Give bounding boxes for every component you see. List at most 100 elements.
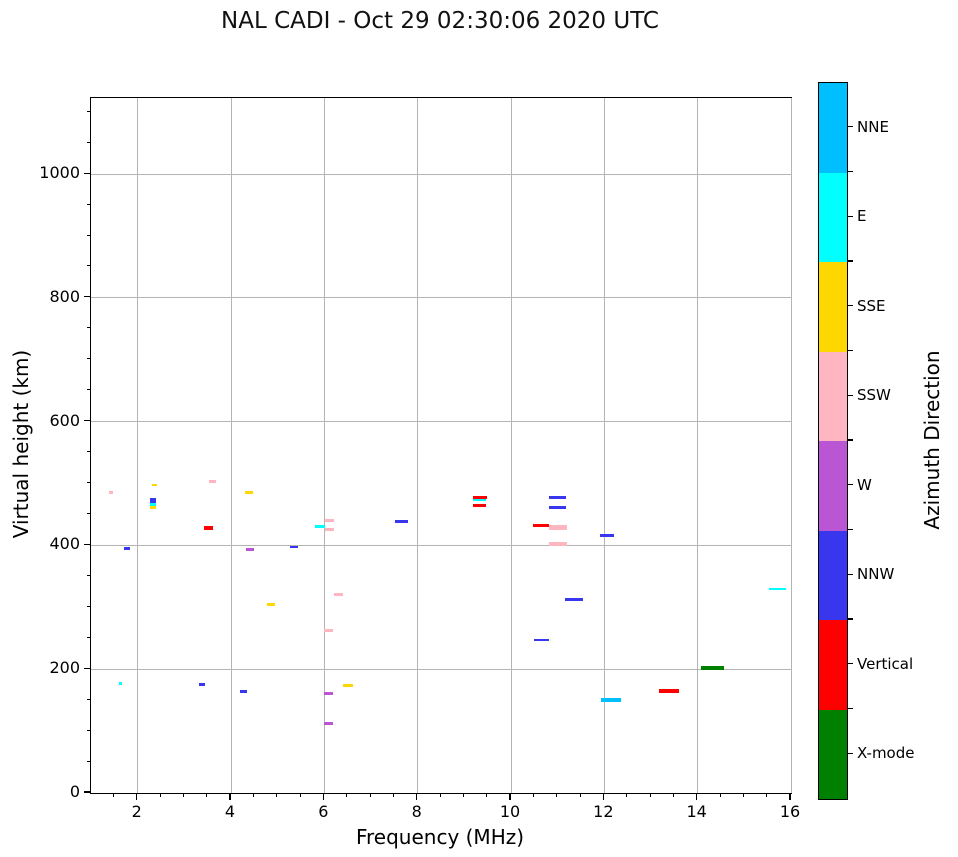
y-minor-tick [86, 203, 90, 205]
x-minor-tick [206, 793, 208, 798]
data-point-vertical [473, 504, 487, 508]
data-point-w [324, 722, 334, 726]
data-point-nnw [199, 683, 206, 687]
x-major-tick [322, 793, 324, 800]
colorbar-segment-w [819, 441, 847, 531]
x-gridline [790, 98, 792, 793]
colorbar-boundary-tick [847, 618, 853, 620]
data-point-nnw [565, 598, 583, 602]
data-point-e [118, 681, 122, 685]
x-gridline [417, 98, 419, 793]
data-point-sse [342, 683, 353, 687]
x-minor-tick [649, 793, 651, 798]
y-tick-label: 200 [49, 658, 80, 678]
data-point-nnw [395, 520, 409, 524]
x-major-tick [416, 793, 418, 800]
colorbar-boundary-tick [847, 170, 853, 173]
data-point-ssw [208, 479, 216, 483]
y-minor-tick [86, 389, 90, 391]
data-point-sse [244, 490, 253, 494]
data-point-nnw [240, 690, 248, 693]
colorbar-tick-label: NNE [857, 117, 889, 136]
y-minor-tick [86, 141, 90, 143]
data-point-ssw [548, 542, 567, 547]
x-axis-label: Frequency (MHz) [355, 825, 525, 849]
x-minor-tick [439, 793, 441, 798]
plot-area [90, 97, 792, 794]
data-point-nnw [123, 547, 130, 551]
data-point-e [150, 503, 157, 507]
colorbar-center-tick [847, 394, 853, 396]
data-point-sse [150, 505, 157, 509]
y-minor-tick [86, 358, 90, 360]
colorbar [818, 82, 848, 800]
x-minor-tick [672, 793, 674, 798]
x-minor-tick [486, 793, 488, 798]
x-minor-tick [462, 793, 464, 798]
y-axis-label: Virtual height (km) [9, 349, 33, 539]
colorbar-tick-label: SSW [857, 386, 891, 405]
y-minor-tick [86, 760, 90, 762]
y-minor-tick [86, 729, 90, 731]
x-gridline [603, 98, 605, 793]
x-tick-label: 10 [499, 802, 521, 821]
colorbar-center-tick [847, 573, 853, 575]
colorbar-segment-nnw [819, 530, 847, 620]
colorbar-boundary-tick [847, 349, 853, 352]
y-minor-tick [86, 234, 90, 236]
y-minor-tick [86, 451, 90, 453]
x-minor-tick [346, 793, 348, 798]
data-point-x-mode [700, 665, 724, 670]
x-tick-label: 6 [318, 802, 329, 821]
data-point-vertical [204, 525, 214, 530]
y-gridline [91, 297, 791, 299]
y-minor-tick [86, 636, 90, 638]
data-point-e [768, 587, 786, 590]
colorbar-boundary-tick [847, 260, 853, 262]
y-minor-tick [86, 605, 90, 607]
x-minor-tick [159, 793, 161, 798]
x-major-tick [509, 793, 511, 800]
y-gridline [91, 173, 791, 175]
colorbar-center-tick [847, 126, 853, 128]
data-point-nne [600, 698, 621, 703]
colorbar-title: Azimuth Direction [920, 350, 944, 530]
colorbar-segment-vertical [819, 620, 847, 710]
colorbar-boundary-tick [847, 439, 853, 441]
colorbar-segment-sse [819, 262, 847, 352]
colorbar-segment-ssw [819, 351, 847, 441]
data-point-vertical [472, 495, 487, 499]
y-gridline [91, 421, 791, 423]
y-minor-tick [86, 698, 90, 700]
data-point-w [245, 547, 254, 551]
x-minor-tick [276, 793, 278, 798]
data-point-ssw [324, 629, 334, 633]
y-tick-label: 0 [69, 782, 80, 801]
data-point-sse [151, 484, 157, 487]
x-tick-label: 16 [779, 802, 801, 821]
x-minor-tick [556, 793, 558, 798]
data-point-w [324, 692, 334, 696]
x-tick-label: 4 [224, 802, 236, 821]
colorbar-center-tick [847, 752, 853, 754]
data-point-nnw [290, 545, 298, 548]
colorbar-center-tick [847, 215, 853, 217]
colorbar-tick-label: X-mode [857, 744, 915, 763]
data-point-sse [266, 603, 275, 607]
x-major-tick [789, 793, 791, 800]
colorbar-segment-e [819, 172, 847, 262]
colorbar-center-tick [847, 484, 853, 486]
colorbar-boundary-tick [847, 528, 853, 531]
x-tick-label: 14 [686, 802, 707, 821]
x-minor-tick [579, 793, 581, 798]
data-point-nnw [149, 497, 156, 501]
x-gridline [323, 98, 325, 793]
y-tick-label: 1000 [39, 163, 80, 183]
x-minor-tick [532, 793, 534, 798]
y-minor-tick [86, 327, 90, 329]
x-major-tick [602, 793, 604, 800]
colorbar-tick-label: NNW [857, 565, 895, 584]
x-gridline [510, 98, 512, 793]
x-minor-tick [626, 793, 628, 798]
